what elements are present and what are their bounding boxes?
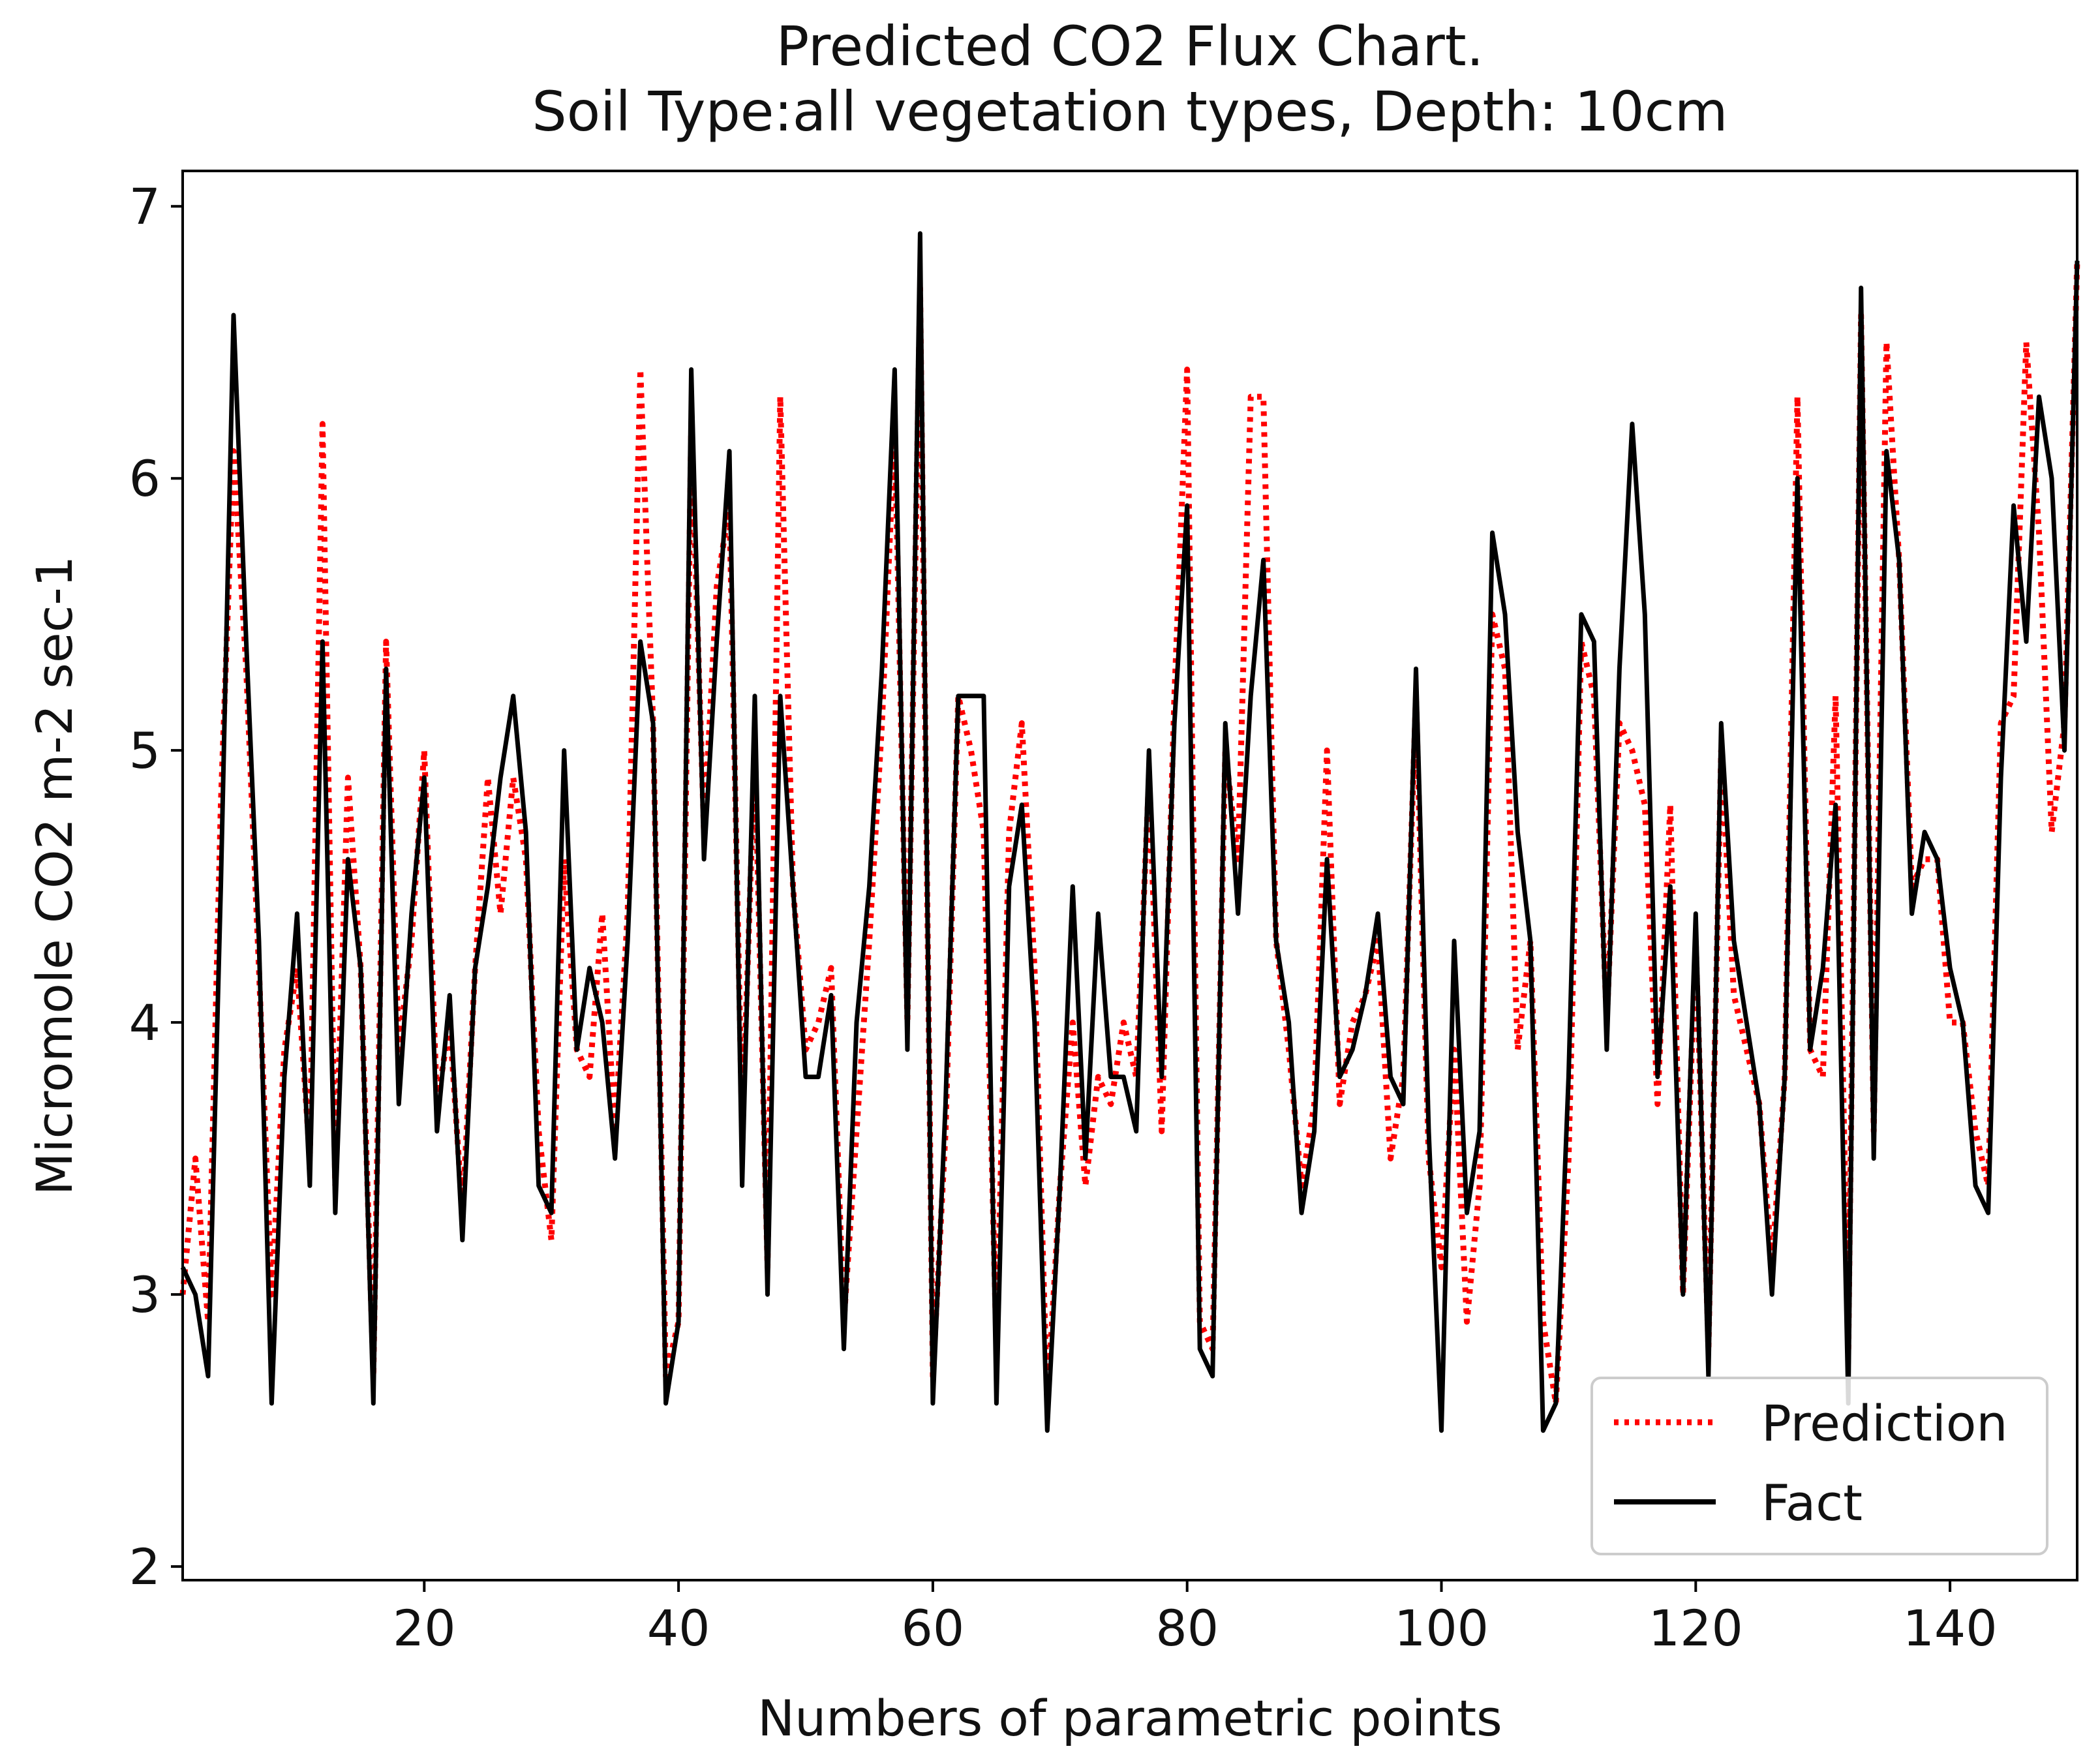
y-tick-label: 5 <box>129 722 160 780</box>
y-tick-label: 6 <box>129 450 160 508</box>
series-layer <box>179 231 2080 1433</box>
y-tick-label: 3 <box>129 1266 160 1324</box>
y-axis-label: Micromole CO2 m-2 sec-1 <box>25 556 84 1195</box>
x-tick-label: 120 <box>1649 1599 1743 1657</box>
legend: Prediction Fact <box>1590 1377 2048 1555</box>
x-tick-label: 100 <box>1394 1599 1489 1657</box>
x-tick-label: 80 <box>1155 1599 1219 1657</box>
chart-title: Predicted CO2 Flux Chart. <box>776 14 1484 78</box>
series-line-fact <box>180 231 2080 1433</box>
y-tick-label: 7 <box>129 177 160 236</box>
legend-prediction-label: Prediction <box>1761 1394 2008 1452</box>
x-tick-label: 40 <box>647 1599 710 1657</box>
legend-frame <box>1590 1377 2048 1555</box>
x-tick-label: 140 <box>1903 1599 1998 1657</box>
chart-subtitle: Soil Type:all vegetation types, Depth: 1… <box>532 80 1727 144</box>
y-tick-label: 2 <box>129 1538 160 1596</box>
y-tick-label: 4 <box>129 994 160 1052</box>
x-tick-label: 60 <box>902 1599 965 1657</box>
plot-frame <box>181 170 2078 1581</box>
x-tick-label: 20 <box>393 1599 456 1657</box>
x-axis-label: Numbers of parametric points <box>757 1689 1502 1747</box>
tick-layer: 20 40 60 80 100 120 140 2 3 4 5 6 7 <box>129 177 1998 1657</box>
legend-fact-label: Fact <box>1761 1474 1863 1532</box>
series-line-prediction <box>179 260 2080 1407</box>
